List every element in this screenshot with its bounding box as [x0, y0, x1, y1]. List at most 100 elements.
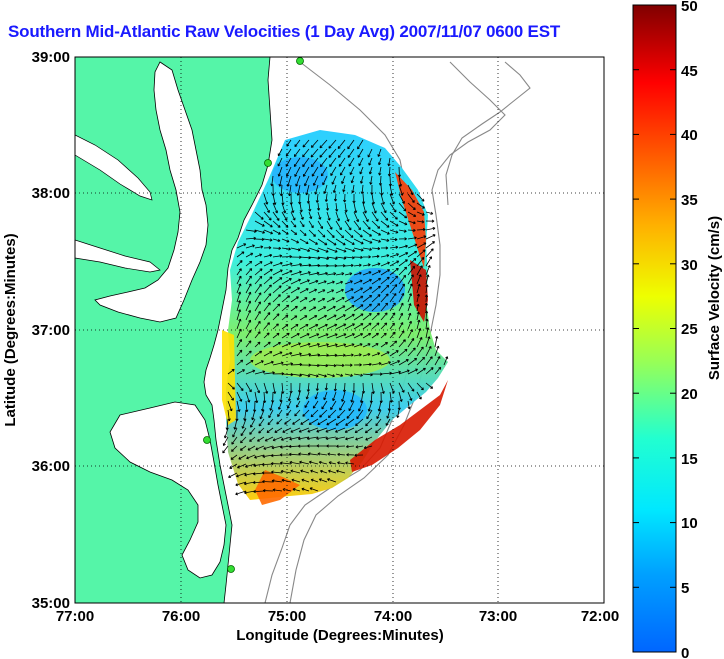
- velocity-vector: [245, 309, 252, 321]
- velocity-vector: [299, 323, 309, 330]
- velocity-vector: [292, 418, 301, 425]
- velocity-vector: [299, 297, 308, 303]
- velocity-vector: [317, 343, 329, 348]
- velocity-vector: [355, 445, 364, 449]
- y-tick-label: 36:00: [32, 458, 70, 475]
- velocity-vector: [425, 382, 434, 389]
- velocity-vector: [319, 409, 328, 418]
- velocity-vector: [353, 220, 361, 231]
- velocity-vector: [365, 436, 373, 441]
- velocity-vector: [332, 184, 337, 193]
- colorbar-tick-label: 0: [681, 645, 689, 659]
- velocity-vector: [263, 193, 269, 205]
- velocity-vector: [371, 229, 381, 236]
- velocity-vector: [416, 382, 424, 391]
- velocity-vector: [308, 373, 319, 378]
- velocity-vector: [316, 427, 328, 433]
- velocity-vector: [263, 261, 273, 267]
- velocity-vector: [281, 202, 287, 214]
- velocity-vector: [306, 193, 311, 204]
- velocity-vector: [425, 219, 435, 223]
- velocity-vector: [416, 367, 426, 375]
- velocity-vector: [352, 193, 356, 204]
- velocity-vector: [300, 418, 310, 425]
- velocity-vector: [338, 157, 346, 167]
- velocity-vector: [238, 454, 247, 460]
- velocity-vector: [377, 148, 382, 157]
- velocity-vector: [346, 444, 355, 449]
- velocity-vector: [353, 263, 362, 267]
- velocity-vector: [389, 260, 400, 267]
- velocity-vector: [342, 382, 347, 393]
- velocity-vector: [375, 418, 382, 427]
- colorbar-tick-label: 25: [681, 321, 698, 338]
- velocity-vector: [290, 287, 300, 294]
- velocity-vector: [299, 247, 311, 252]
- velocity-vector: [272, 277, 283, 285]
- velocity-vector: [277, 157, 283, 167]
- velocity-vector: [308, 247, 320, 253]
- velocity-vector: [240, 427, 247, 437]
- high-velocity-region: [395, 172, 426, 268]
- y-tick-label: 37:00: [32, 322, 70, 339]
- velocity-vector: [290, 220, 297, 228]
- velocity-vector: [353, 202, 358, 214]
- velocity-vector: [227, 391, 234, 401]
- velocity-vector: [416, 227, 426, 232]
- velocity-vector: [407, 211, 417, 217]
- velocity-vector: [371, 322, 380, 330]
- velocity-vector: [335, 436, 346, 441]
- velocity-vector: [290, 352, 302, 357]
- velocity-vector: [345, 461, 355, 465]
- velocity-vector: [347, 139, 355, 150]
- y-tick-label: 38:00: [32, 185, 70, 202]
- velocity-vector: [254, 331, 261, 339]
- colorbar-tick-label: 15: [681, 451, 698, 468]
- velocity-vector: [236, 339, 242, 348]
- velocity-vector: [254, 253, 263, 258]
- velocity-vector: [272, 323, 279, 330]
- velocity-vector: [407, 312, 412, 321]
- velocity-vector: [317, 280, 327, 285]
- velocity-vector: [398, 348, 408, 357]
- velocity-vector: [254, 341, 261, 348]
- velocity-vector: [236, 283, 242, 294]
- velocity-vector: [236, 300, 242, 312]
- velocity-vector: [335, 343, 347, 348]
- velocity-vector: [308, 279, 319, 285]
- velocity-vector: [317, 211, 322, 220]
- velocity-vector: [272, 229, 281, 235]
- velocity-vector: [353, 313, 364, 321]
- velocity-vector: [290, 324, 299, 330]
- velocity-vector: [371, 238, 381, 243]
- velocity-vector: [307, 444, 319, 448]
- velocity-vector: [376, 409, 382, 420]
- velocity-vector: [353, 353, 362, 357]
- velocity-vector: [263, 341, 271, 348]
- velocity-vector: [398, 220, 408, 226]
- velocity-vector: [245, 329, 252, 339]
- velocity-vector: [301, 487, 310, 492]
- velocity-vector: [317, 271, 328, 276]
- velocity-vector: [362, 271, 372, 276]
- velocity-vector: [325, 427, 337, 433]
- velocity-vector: [258, 427, 265, 434]
- velocity-vector: [389, 331, 396, 339]
- velocity-vector: [322, 175, 328, 186]
- velocity-vector: [362, 312, 372, 321]
- velocity-vector: [289, 460, 301, 465]
- velocity-vector: [407, 220, 416, 225]
- velocity-vector: [272, 436, 283, 442]
- velocity-vector: [291, 478, 301, 483]
- velocity-vector: [389, 229, 399, 234]
- velocity-vector: [327, 452, 337, 456]
- velocity-vector: [277, 166, 283, 177]
- radar-station-marker: [264, 159, 272, 167]
- velocity-vector: [308, 202, 312, 212]
- velocity-vector: [236, 400, 241, 412]
- velocity-vector: [299, 211, 304, 220]
- velocity-vector: [359, 175, 364, 184]
- velocity-vector: [377, 400, 382, 412]
- velocity-vector: [398, 184, 404, 196]
